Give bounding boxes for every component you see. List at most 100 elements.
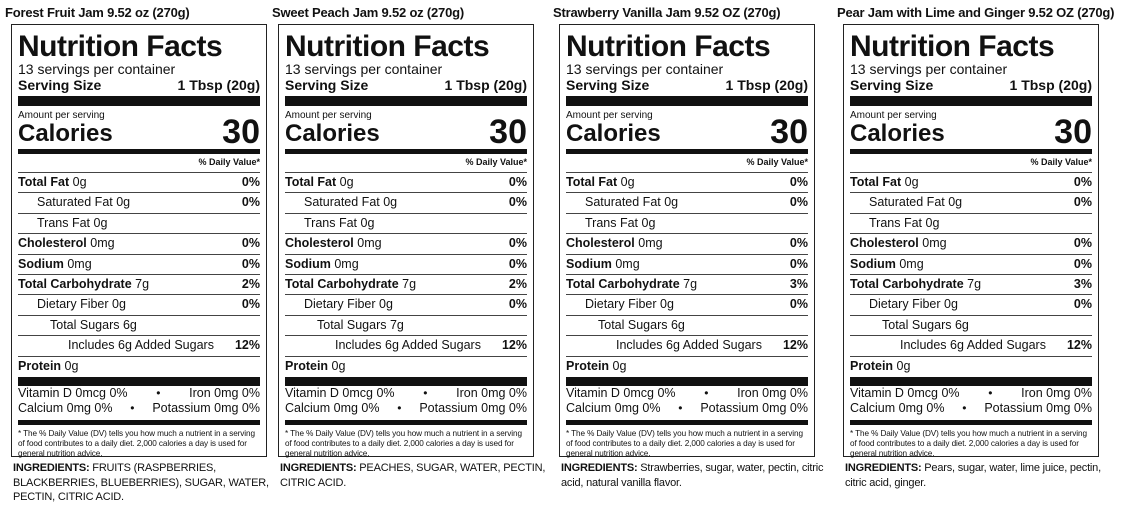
nutrient-amount: 0g [64,358,79,373]
nutrient-name: Trans Fat [304,215,358,230]
nutrient-daily-value: 0% [789,236,808,251]
nutrient-label: Protein 0g [566,357,626,376]
nutrient-row: Trans Fat 0g [850,212,1092,233]
nutrient-row: Dietary Fiber 0g 0% [285,294,527,314]
nutrient-row: Includes 6g Added Sugars 12% [285,335,527,355]
amount-per-serving: Amount per serving [18,110,105,121]
nutrient-daily-value: 12% [234,338,260,353]
divider-medium [18,419,260,425]
nutrient-table: Total Fat 0g 0% Saturated Fat 0g 0% Trans Fa… [850,172,1092,376]
bullet-icon: • [988,385,993,400]
nutrient-daily-value: 0% [241,297,260,312]
product-label-4: Pear Jam with Lime and Ginger 9.52 OZ (2… [837,0,1117,500]
nutrient-daily-value: 0% [241,256,260,271]
nutrient-name: Includes 6g Added Sugars [68,338,214,353]
nutrient-amount: 0g [383,195,398,210]
serving-size-value: 1 Tbsp (20g) [444,77,527,93]
nutrient-name: Includes 6g Added Sugars [616,338,762,353]
nutrient-name: Total Carbohydrate [285,276,399,291]
vitamin-d: Vitamin D 0mcg 0% [850,385,960,400]
nutrient-row: Includes 6g Added Sugars 12% [850,335,1092,355]
nutrient-daily-value: 0% [508,195,527,210]
ingredients-list: Pears, sugar, water, lime juice, pectin,… [845,462,1101,489]
nutrient-label: Saturated Fat 0g [18,193,130,212]
nutrient-label: Trans Fat 0g [285,214,374,233]
nutrient-row: Sodium 0mg 0% [850,253,1092,274]
calories-label: Calories [566,120,661,147]
protein-row: Protein 0g [285,355,527,376]
nutrient-name: Trans Fat [869,215,923,230]
nutrient-amount: 0mg [357,236,382,251]
nutrient-label: Trans Fat 0g [566,214,655,233]
potassium: Potassium 0mg 0% [984,401,1092,416]
nutrient-label: Saturated Fat 0g [850,193,962,212]
nutrient-row: Total Fat 0g 0% [285,172,527,192]
serving-size-row: Serving Size 1 Tbsp (20g) [850,77,1092,93]
nutrient-label: Sodium 0mg [850,255,924,274]
daily-value-footnote: * The % Daily Value (DV) tells you how m… [285,428,522,458]
calories-value: 30 [1054,113,1092,151]
nutrient-daily-value: 0% [508,236,527,251]
product-label-3: Strawberry Vanilla Jam 9.52 OZ (270g) Nut… [553,0,833,500]
nutrient-amount: 0g [112,297,126,312]
nutrient-name: Trans Fat [37,215,91,230]
nutrient-name: Protein [566,358,610,373]
nutrient-amount: 0g [896,358,911,373]
nutrient-amount: 0g [379,297,393,312]
serving-size-label: Serving Size [285,77,369,93]
mineral-row: Calcium 0mg 0% • Potassium 0mg 0% [850,401,1092,417]
nutrient-label: Total Sugars 6g [850,316,969,335]
nutrient-daily-value: 0% [1073,195,1092,210]
servings-per-container: 13 servings per container [850,61,1008,77]
nutrient-name: Total Fat [18,175,70,189]
nutrient-label: Total Sugars 7g [285,316,404,335]
nutrient-label: Total Carbohydrate 7g [566,275,697,294]
divider-thick [18,96,260,106]
divider-thick [285,376,527,386]
nutrient-row: Includes 6g Added Sugars 12% [18,335,260,355]
nutrient-label: Includes 6g Added Sugars [285,336,481,355]
ingredients-label: INGREDIENTS: [280,462,357,474]
nutrient-row: Saturated Fat 0g 0% [566,192,808,212]
nutrient-name: Saturated Fat [304,195,380,210]
nutrient-label: Cholesterol 0mg [18,234,115,253]
product-title: Pear Jam with Lime and Ginger 9.52 OZ (2… [837,5,1115,20]
calcium: Calcium 0mg 0% [18,401,113,416]
nutrient-amount: 0g [904,175,919,189]
nutrient-daily-value: 0% [789,256,808,271]
nutrient-daily-value: 0% [241,175,260,189]
nutrient-row: Includes 6g Added Sugars 12% [566,335,808,355]
nutrient-daily-value: 3% [789,276,808,291]
calories-label: Calories [285,120,380,147]
potassium: Potassium 0mg 0% [152,401,260,416]
nutrient-amount: 6g [670,317,685,332]
nutrient-table: Total Fat 0g 0% Saturated Fat 0g 0% Trans Fa… [285,172,527,376]
product-title: Sweet Peach Jam 9.52 oz (270g) [272,5,464,20]
nutrient-name: Trans Fat [585,215,639,230]
divider-thick [850,96,1092,106]
nutrient-name: Total Fat [285,175,337,189]
nutrient-label: Sodium 0mg [566,255,640,274]
iron: Iron 0mg 0% [456,385,527,400]
ingredients-list: PEACHES, SUGAR, WATER, PECTIN, CITRIC AC… [280,462,546,489]
nutrient-amount: 0mg [899,256,924,271]
nutrient-label: Total Fat 0g [285,173,354,192]
nutrient-label: Total Carbohydrate 7g [18,275,149,294]
vitamin-row: Vitamin D 0mcg 0% • Iron 0mg 0% [285,386,527,402]
divider-medium [285,149,527,154]
daily-value-footnote: * The % Daily Value (DV) tells you how m… [850,428,1087,458]
servings-per-container: 13 servings per container [285,61,443,77]
nutrition-facts-panel: Nutrition Facts 13 servings per container… [559,24,815,458]
nutrient-name: Dietary Fiber [869,297,941,312]
nutrient-label: Trans Fat 0g [18,214,107,233]
nutrient-row: Sodium 0mg 0% [566,253,808,274]
nutrient-label: Total Carbohydrate 7g [285,275,416,294]
nutrient-name: Total Sugars [317,317,387,332]
nutrient-name: Sodium [850,256,896,271]
nutrient-row: Total Sugars 7g [285,314,527,335]
nutrient-label: Dietary Fiber 0g [566,295,674,314]
nutrient-row: Total Fat 0g 0% [850,172,1092,192]
nutrient-row: Sodium 0mg 0% [18,253,260,274]
nutrient-row: Trans Fat 0g [566,212,808,233]
iron: Iron 0mg 0% [189,385,260,400]
